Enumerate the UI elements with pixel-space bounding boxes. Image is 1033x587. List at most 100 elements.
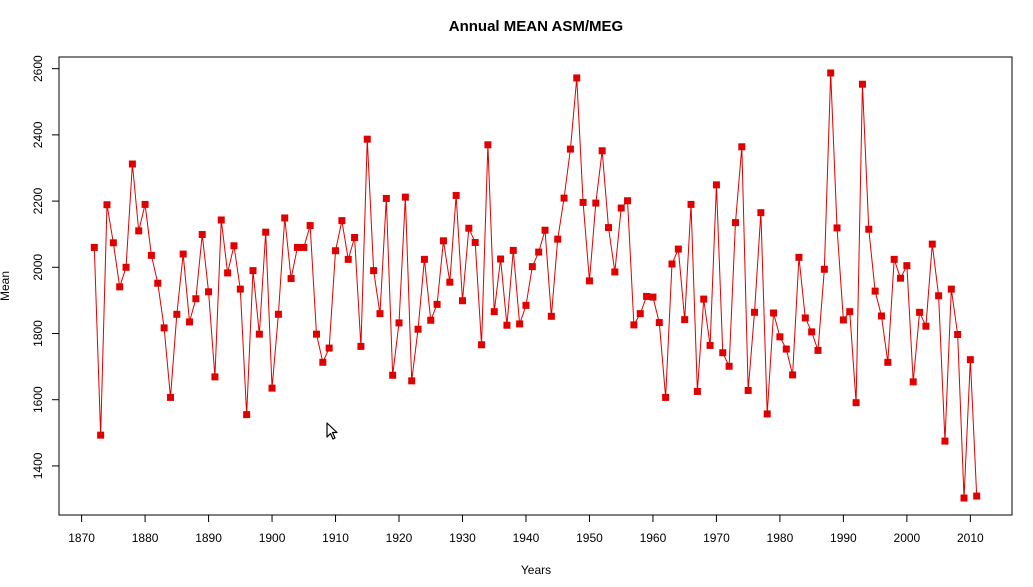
x-axis: 1870 1880 1890 1900 1910 1920 1930 1940 1950 1960…: [68, 515, 984, 545]
data-point: [97, 431, 105, 439]
y-tick-label: 2000: [31, 254, 45, 281]
data-point: [243, 411, 251, 419]
data-point: [135, 227, 143, 235]
data-point: [166, 393, 174, 401]
data-point: [827, 69, 835, 77]
y-axis: 1400 1600 1800 2000 2200 2400 2600: [31, 55, 59, 479]
data-point: [211, 373, 219, 381]
data-point: [363, 135, 371, 143]
data-point: [420, 255, 428, 263]
data-point: [471, 238, 479, 246]
data-point: [446, 278, 454, 286]
x-axis-label: Years: [521, 563, 551, 577]
data-point: [662, 393, 670, 401]
y-tick-label: 1600: [31, 386, 45, 413]
y-tick-label: 1800: [31, 320, 45, 347]
chart-title: Annual MEAN ASM/MEG: [449, 18, 623, 35]
data-point: [128, 160, 136, 168]
data-point: [630, 321, 638, 329]
data-point: [712, 181, 720, 189]
data-point: [592, 199, 600, 207]
data-point: [751, 308, 759, 316]
data-point: [217, 216, 225, 224]
data-point: [141, 200, 149, 208]
data-point: [274, 310, 282, 318]
data-point: [179, 250, 187, 258]
x-tick-label: 1980: [767, 531, 794, 545]
data-point: [877, 312, 885, 320]
data-point: [757, 209, 765, 217]
data-point: [236, 285, 244, 293]
x-tick-label: 1950: [576, 531, 603, 545]
data-point: [903, 262, 911, 270]
data-point: [897, 274, 905, 282]
data-point: [344, 255, 352, 263]
data-point: [833, 224, 841, 232]
y-tick-label: 2400: [31, 121, 45, 148]
x-tick-label: 1930: [449, 531, 476, 545]
data-point: [954, 331, 962, 338]
data-point: [255, 330, 263, 338]
data-point: [947, 285, 955, 293]
data-point: [649, 293, 657, 301]
data-point: [547, 312, 555, 320]
data-point: [554, 235, 562, 243]
plot-frame: [58, 56, 1013, 516]
data-point: [370, 267, 378, 275]
data-point: [922, 322, 930, 330]
data-point: [186, 318, 194, 326]
data-point: [725, 362, 733, 370]
data-point: [490, 308, 498, 316]
data-point: [541, 226, 549, 234]
data-point: [205, 288, 213, 296]
data-point: [801, 314, 809, 322]
x-tick-label: 2000: [894, 531, 921, 545]
data-point: [484, 141, 492, 149]
data-point: [465, 224, 473, 232]
data-point: [154, 279, 162, 287]
x-tick-label: 1900: [259, 531, 286, 545]
data-point: [306, 222, 314, 230]
data-point: [332, 247, 340, 255]
data-point: [693, 387, 701, 395]
data-point: [624, 197, 632, 205]
data-point: [839, 316, 847, 324]
data-point: [522, 301, 530, 309]
data-point: [90, 243, 98, 251]
data-point: [173, 310, 181, 318]
data-point: [738, 143, 746, 151]
data-point: [389, 371, 397, 379]
data-point: [782, 345, 790, 353]
data-point: [966, 356, 974, 364]
data-point: [376, 310, 384, 318]
data-point: [776, 333, 784, 341]
x-tick-label: 1890: [195, 531, 222, 545]
data-point: [636, 310, 644, 318]
data-point: [700, 295, 708, 303]
data-point: [293, 243, 301, 251]
data-point: [414, 325, 422, 333]
data-point: [478, 341, 486, 349]
data-point: [871, 287, 879, 295]
data-point: [820, 265, 828, 273]
y-axis-label: Mean: [0, 271, 12, 301]
data-point: [160, 324, 168, 332]
data-point: [763, 410, 771, 418]
y-tick-label: 1400: [31, 452, 45, 479]
x-tick-label: 1910: [322, 531, 349, 545]
data-point: [941, 437, 949, 445]
data-point: [706, 341, 714, 349]
data-point: [928, 240, 936, 248]
data-point: [890, 255, 898, 263]
data-point: [687, 200, 695, 208]
x-tick-label: 1970: [703, 531, 730, 545]
data-point: [116, 283, 124, 291]
data-point: [858, 80, 866, 88]
data-point: [579, 198, 587, 206]
data-point: [535, 248, 543, 256]
data-point: [865, 225, 873, 233]
data-point: [795, 253, 803, 261]
data-point: [439, 237, 447, 245]
data-point: [395, 319, 403, 327]
